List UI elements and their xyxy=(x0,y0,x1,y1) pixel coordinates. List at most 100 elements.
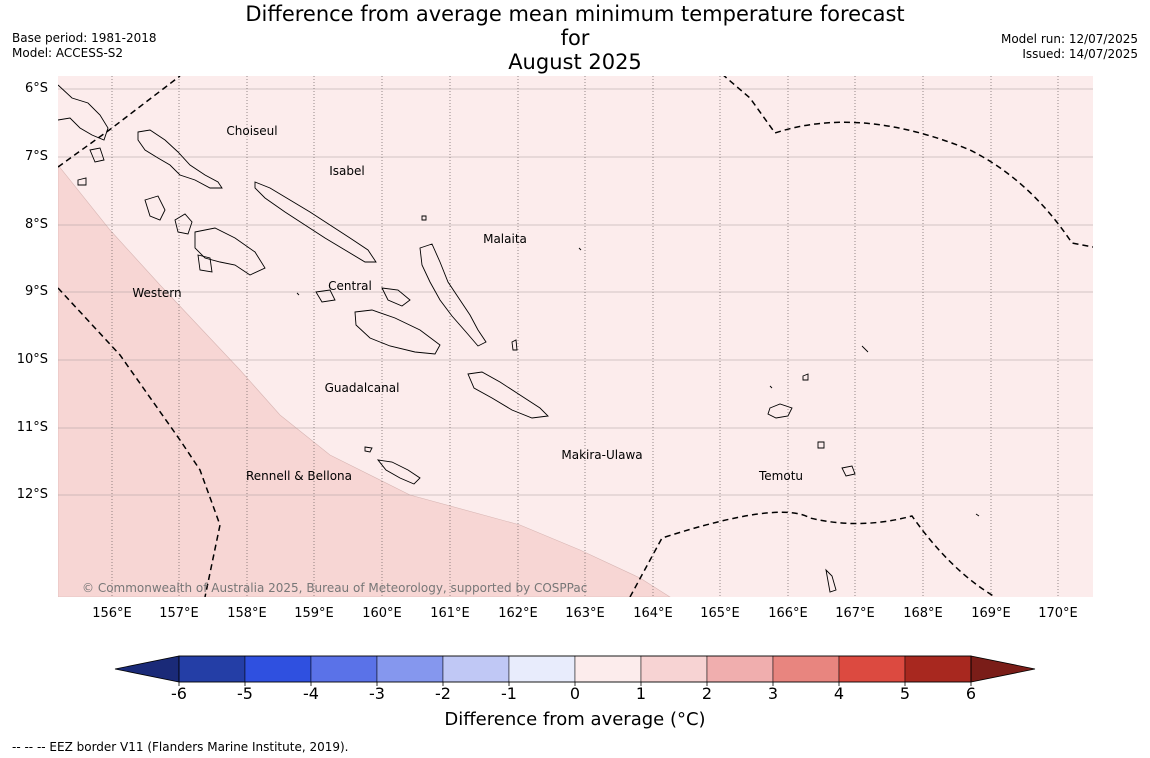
vanikoro-coast xyxy=(841,465,856,477)
title-line-2: August 2025 xyxy=(508,50,642,74)
colorbar-box xyxy=(244,655,312,683)
new-georgia-coast xyxy=(194,227,266,276)
region-label-temotu: Temotu xyxy=(758,469,803,483)
makira-coast xyxy=(467,371,549,419)
treasury-coast xyxy=(77,177,87,186)
colorbar-box xyxy=(706,655,774,683)
colorbar-box xyxy=(310,655,378,683)
lon-label-161e: 161°E xyxy=(430,606,470,621)
lat-label-10s: 10°S xyxy=(16,352,48,367)
vella-lavella-coast xyxy=(144,195,166,221)
region-label-central: Central xyxy=(328,279,372,293)
ontong-java-coast xyxy=(421,215,427,221)
lon-label-170e: 170°E xyxy=(1038,606,1078,621)
small-islet-coast xyxy=(769,385,773,389)
colorbar-box xyxy=(178,655,246,683)
region-label-isabel: Isabel xyxy=(329,164,364,178)
lon-label-157e: 157°E xyxy=(159,606,199,621)
kolombangara-coast xyxy=(174,213,193,235)
sikaiana-coast xyxy=(578,247,582,251)
cb-tick-label: -6 xyxy=(171,684,187,703)
colorbar-box xyxy=(376,655,444,683)
region-label-guadalcanal: Guadalcanal xyxy=(325,381,400,395)
copyright-notice: © Commonwealth of Australia 2025, Bureau… xyxy=(82,581,587,595)
fataka-coast xyxy=(975,513,980,517)
duff-islands-coast xyxy=(861,345,869,353)
colorbar-box xyxy=(640,655,708,683)
region-label-rennell-bellona: Rennell & Bellona xyxy=(246,469,352,483)
meta-left: Base period: 1981-2018 Model: ACCESS-S2 xyxy=(12,31,157,61)
cb-tick-label: -4 xyxy=(303,684,319,703)
lon-label-162e: 162°E xyxy=(498,606,538,621)
lat-label-11s: 11°S xyxy=(16,420,48,435)
region-label-western: Western xyxy=(132,286,181,300)
coastlines xyxy=(58,84,980,593)
cb-tick-label: 0 xyxy=(569,684,581,703)
lon-label-168e: 168°E xyxy=(903,606,943,621)
russell-coast xyxy=(381,287,411,307)
cb-tick-label: 3 xyxy=(767,684,779,703)
lat-label-9s: 9°S xyxy=(24,284,48,299)
bougainville-coast xyxy=(58,84,109,141)
colorbar-over-arrow xyxy=(970,655,1036,683)
map-area: Choiseul Isabel Malaita Western Central … xyxy=(58,76,1093,597)
cb-tick-label: -1 xyxy=(501,684,517,703)
colorbar-box xyxy=(772,655,840,683)
utupua-coast xyxy=(817,441,825,449)
colorbar-ticks xyxy=(178,682,972,686)
bellona-coast xyxy=(364,446,373,453)
chart-title: Difference from average mean minimum tem… xyxy=(230,2,920,74)
region-label-malaita: Malaita xyxy=(483,232,527,246)
cb-tick-label: -2 xyxy=(435,684,451,703)
lon-label-160e: 160°E xyxy=(362,606,402,621)
ulawa-coast xyxy=(511,339,518,351)
florida-islands-coast xyxy=(315,289,336,303)
lon-label-156e: 156°E xyxy=(92,606,132,621)
eez-legend-footer: -- -- -- EEZ border V11 (Flanders Marine… xyxy=(12,740,349,754)
reef-islands-coast xyxy=(802,373,809,381)
region-label-makira-ulawa: Makira-Ulawa xyxy=(561,448,642,462)
lat-label-7s: 7°S xyxy=(24,149,48,164)
cb-tick-label: 6 xyxy=(965,684,977,703)
model-name: Model: ACCESS-S2 xyxy=(12,46,124,60)
malaita-coast xyxy=(419,243,487,347)
region-label-choiseul: Choiseul xyxy=(226,124,277,138)
lon-label-165e: 165°E xyxy=(700,606,740,621)
issued-date: Issued: 14/07/2025 xyxy=(1022,47,1138,61)
colorbar-box xyxy=(574,655,642,683)
colorbar-title: Difference from average (°C) xyxy=(444,709,706,730)
isabel-coast xyxy=(254,181,377,263)
lon-label-163e: 163°E xyxy=(565,606,605,621)
lon-label-169e: 169°E xyxy=(971,606,1011,621)
colorbar xyxy=(114,655,1036,686)
shortland-coast xyxy=(89,147,105,163)
colorbar-box xyxy=(442,655,510,683)
rendova-coast xyxy=(197,254,213,273)
rennell-coast xyxy=(376,459,421,485)
tikopia-coast xyxy=(825,568,837,593)
guadalcanal-coast xyxy=(354,309,441,355)
lon-label-166e: 166°E xyxy=(768,606,808,621)
lat-label-12s: 12°S xyxy=(16,487,48,502)
cb-tick-label: 1 xyxy=(635,684,647,703)
lon-label-159e: 159°E xyxy=(294,606,334,621)
savo-coast xyxy=(296,292,300,296)
cb-tick-label: -5 xyxy=(237,684,253,703)
cb-tick-label: -3 xyxy=(369,684,385,703)
base-period: Base period: 1981-2018 xyxy=(12,31,157,45)
lat-label-6s: 6°S xyxy=(24,81,48,96)
colorbar-box xyxy=(508,655,576,683)
colorbar-box xyxy=(904,655,972,683)
title-line-1: Difference from average mean minimum tem… xyxy=(245,2,905,50)
lon-label-167e: 167°E xyxy=(835,606,875,621)
santa-cruz-coast xyxy=(767,403,793,419)
colorbar-boxes xyxy=(178,655,972,683)
latitude-gridlines xyxy=(58,88,1093,496)
lon-label-158e: 158°E xyxy=(227,606,267,621)
cb-tick-label: 4 xyxy=(833,684,845,703)
lon-label-164e: 164°E xyxy=(633,606,673,621)
eez-border xyxy=(58,76,1093,597)
lat-label-8s: 8°S xyxy=(24,217,48,232)
colorbar-box xyxy=(838,655,906,683)
cb-tick-label: 2 xyxy=(701,684,713,703)
